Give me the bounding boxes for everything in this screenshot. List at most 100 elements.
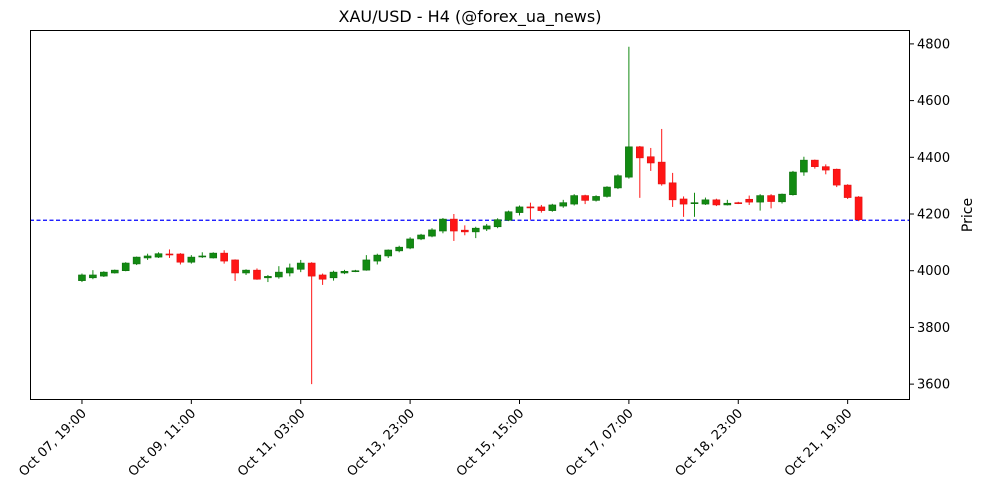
candle <box>340 269 349 275</box>
candle <box>482 223 491 232</box>
candle <box>614 174 622 190</box>
candle-body <box>275 271 283 278</box>
candle-body <box>340 270 349 274</box>
candle <box>493 218 502 229</box>
candle-body <box>78 274 86 281</box>
candle-body <box>220 252 228 262</box>
candle-body <box>515 206 524 213</box>
candle-body <box>789 171 797 196</box>
candle-body <box>154 253 163 258</box>
candle <box>800 156 808 176</box>
candle-body <box>428 229 436 237</box>
candle <box>778 193 786 204</box>
candle <box>307 262 316 385</box>
candle-body <box>264 276 272 279</box>
candle-body <box>537 206 546 211</box>
candle <box>428 228 436 238</box>
y-tick-label: 4400 <box>917 151 950 166</box>
candle <box>592 195 600 202</box>
candle <box>318 273 327 285</box>
candle-body <box>614 175 622 189</box>
candle-body <box>417 234 425 240</box>
candle-body <box>318 274 327 280</box>
y-tick-label: 4600 <box>917 94 950 109</box>
candle <box>570 194 578 206</box>
candle-body <box>198 255 207 258</box>
candle-body <box>351 270 360 273</box>
candle <box>625 46 633 179</box>
candle-body <box>581 195 589 201</box>
candle-body <box>362 259 371 271</box>
x-tick-label: Oct 07, 19:00 <box>16 406 89 479</box>
y-tick-label: 4800 <box>917 37 950 52</box>
candle <box>450 214 458 241</box>
candle-body <box>482 225 491 230</box>
candle-body <box>461 229 469 233</box>
candle-body <box>646 156 655 164</box>
candle <box>264 274 272 283</box>
candle-body <box>187 256 196 263</box>
candle <box>504 210 513 222</box>
x-tick-label: Oct 09, 11:00 <box>126 406 199 479</box>
candle <box>154 252 163 258</box>
candle-body <box>756 195 764 203</box>
candle-body <box>778 193 786 203</box>
candle-body <box>625 146 633 178</box>
candle <box>756 194 764 211</box>
candle <box>461 225 469 236</box>
candle <box>89 270 97 280</box>
candle <box>745 195 754 205</box>
candle-body <box>526 206 535 209</box>
candle-body <box>712 199 721 206</box>
y-axis-label: Price <box>960 198 976 232</box>
candle-body <box>493 219 502 228</box>
candle-body <box>439 218 447 232</box>
candle-body <box>176 253 185 263</box>
candle <box>220 250 228 264</box>
candle <box>198 252 207 258</box>
candle-body <box>854 196 863 220</box>
candle <box>789 170 797 196</box>
candle <box>406 237 414 250</box>
candle-body <box>121 262 130 272</box>
candle <box>275 266 283 279</box>
x-tick-label: Oct 21, 19:00 <box>782 406 855 479</box>
candle-body <box>285 267 294 274</box>
candle <box>231 259 239 281</box>
candle-body <box>690 202 699 204</box>
candle <box>712 198 721 207</box>
candle <box>439 217 447 234</box>
candle-body <box>296 262 305 270</box>
candle <box>351 269 360 273</box>
candle <box>701 197 710 205</box>
candle-body <box>843 184 852 198</box>
x-tick-label: Oct 11, 03:00 <box>235 406 308 479</box>
candle <box>854 196 863 222</box>
candle-body <box>570 195 578 205</box>
candle <box>581 194 589 205</box>
candle-body <box>143 255 152 259</box>
candle <box>471 226 480 239</box>
candle-body <box>504 211 513 221</box>
candle <box>821 164 830 175</box>
candle <box>110 269 119 274</box>
candle-body <box>100 271 108 277</box>
candle-body <box>406 238 414 249</box>
candle-body <box>821 166 830 171</box>
candle-body <box>165 253 174 256</box>
candle <box>329 270 338 281</box>
candle-body <box>89 274 97 279</box>
candle-body <box>679 198 688 205</box>
candle <box>646 147 655 171</box>
y-axis: 3600 3800 4000 4200 4400 4600 4800 <box>910 37 950 393</box>
x-tick-label: Oct 13, 23:00 <box>344 406 417 479</box>
x-tick-label: Oct 15, 15:00 <box>454 406 527 479</box>
candle <box>187 255 196 264</box>
candle <box>734 201 743 205</box>
candle-body <box>132 256 141 265</box>
candle <box>559 199 568 208</box>
candle <box>843 184 852 199</box>
candle <box>209 252 218 259</box>
candle <box>285 263 294 277</box>
x-tick-label: Oct 17, 07:00 <box>563 406 636 479</box>
